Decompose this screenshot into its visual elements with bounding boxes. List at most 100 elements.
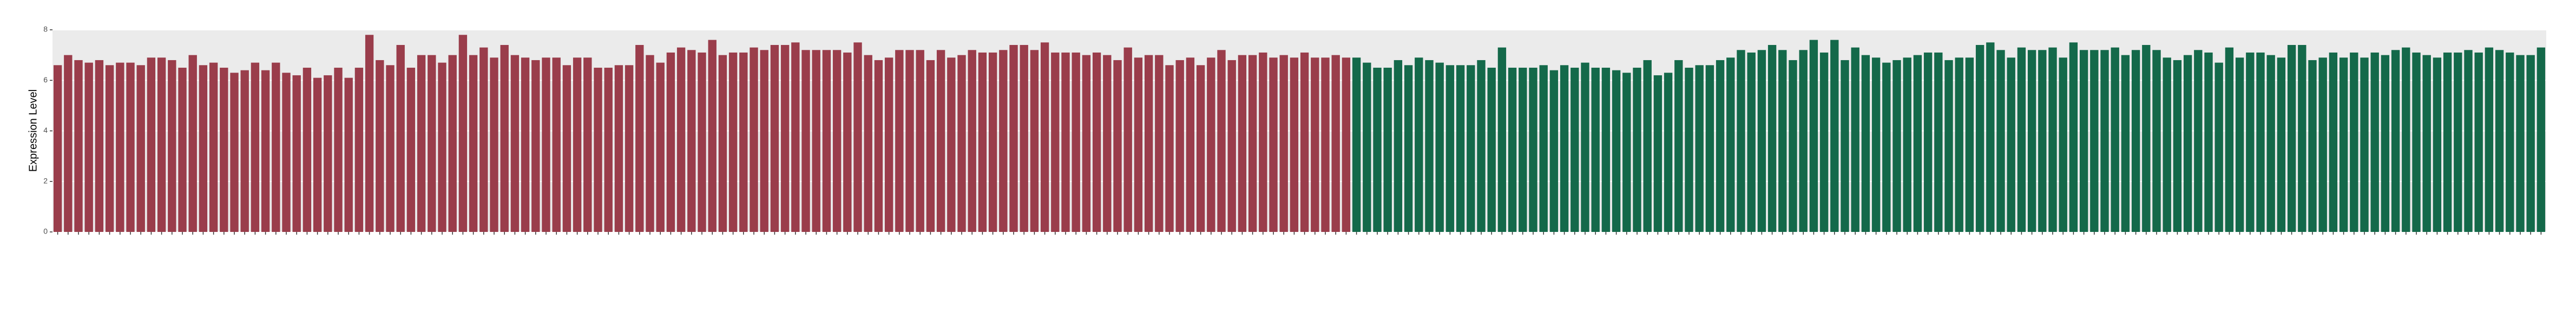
bar (2111, 47, 2119, 232)
bar (2287, 44, 2296, 232)
bar (1123, 47, 1132, 232)
bar (1996, 50, 2005, 232)
bar (988, 52, 997, 232)
bar (126, 62, 135, 232)
bar (1560, 65, 1569, 232)
bar (2017, 47, 2026, 232)
bar (1819, 52, 1829, 232)
bar (770, 44, 779, 232)
bar (2059, 57, 2067, 232)
bar (2266, 55, 2275, 232)
bar (542, 57, 550, 232)
bar (1622, 73, 1631, 232)
bar (2142, 44, 2151, 232)
bar (1342, 57, 1351, 232)
bar (2100, 50, 2109, 232)
bar (479, 47, 488, 232)
bar (1882, 62, 1891, 232)
bar (438, 62, 446, 232)
bar (2339, 57, 2348, 232)
bar (2433, 57, 2442, 232)
bar (376, 60, 384, 232)
bar (1923, 52, 1933, 232)
bar (1497, 47, 1507, 232)
bar (739, 52, 748, 232)
bar (614, 65, 623, 232)
bar (1207, 57, 1215, 232)
bar (583, 57, 592, 232)
bar (2536, 47, 2546, 232)
bar (490, 57, 498, 232)
bar (2370, 52, 2379, 232)
bar (1404, 65, 1413, 232)
bar (791, 42, 800, 232)
bar (1716, 60, 1725, 232)
bar (1279, 55, 1288, 232)
bar (1799, 50, 1808, 232)
bar (188, 55, 197, 232)
bar (1581, 62, 1589, 232)
bar (698, 52, 706, 232)
bar (396, 44, 405, 232)
bar (750, 47, 758, 232)
bar (801, 50, 810, 232)
y-tick-label: 2 (43, 176, 48, 185)
bar (1113, 60, 1122, 232)
bar (1373, 67, 1382, 232)
bar (2350, 52, 2358, 232)
bar (1664, 73, 1673, 232)
bar (136, 65, 145, 232)
bar (884, 57, 893, 232)
bar (1477, 60, 1486, 232)
bar (365, 35, 374, 232)
bar (728, 52, 738, 232)
bar (313, 77, 322, 232)
bar (261, 70, 270, 232)
bar (2298, 44, 2306, 232)
bar (1394, 60, 1403, 232)
bar (1767, 44, 1777, 232)
bar (1695, 65, 1704, 232)
bar (1196, 65, 1205, 232)
bar (1944, 60, 1953, 232)
bar (1435, 62, 1444, 232)
bar (53, 65, 62, 232)
bar (656, 62, 665, 232)
bar (874, 60, 883, 232)
bar (916, 50, 924, 232)
bar (2516, 55, 2525, 232)
bar (999, 50, 1008, 232)
bar (1175, 60, 1184, 232)
bar (251, 62, 260, 232)
bar (1830, 40, 1839, 232)
bar (2474, 52, 2483, 232)
bar (334, 67, 343, 232)
bar (303, 67, 312, 232)
bar (344, 77, 353, 232)
bar (2391, 50, 2400, 232)
bar (1841, 60, 1849, 232)
bar (1726, 57, 1735, 232)
bar (625, 65, 634, 232)
bar (168, 60, 176, 232)
bar (2204, 52, 2213, 232)
bar (1913, 55, 1922, 232)
bar (2506, 52, 2514, 232)
bar (531, 60, 540, 232)
bar (2464, 50, 2473, 232)
bar (2225, 47, 2234, 232)
bar (2173, 60, 2182, 232)
bar (1134, 57, 1143, 232)
bar (676, 47, 686, 232)
bar (1186, 57, 1195, 232)
bar (2318, 57, 2327, 232)
bar (354, 67, 364, 232)
bar (417, 55, 426, 232)
bar (386, 65, 395, 232)
bar (1072, 52, 1080, 232)
bar (2412, 52, 2421, 232)
bar (2526, 55, 2535, 232)
bar (2038, 50, 2047, 232)
bar (324, 75, 332, 232)
bar (500, 44, 509, 232)
